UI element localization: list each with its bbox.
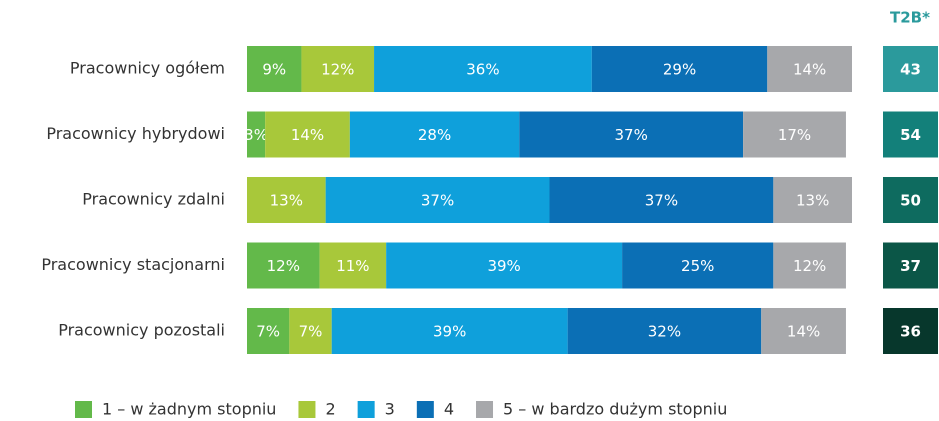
bar-segment <box>761 308 846 354</box>
legend-label: 3 <box>385 400 395 419</box>
bar-segment <box>247 177 326 223</box>
bar-segment <box>331 308 568 354</box>
bar-segment <box>265 111 350 158</box>
t2b-box <box>883 111 938 158</box>
data-label: 36% <box>466 61 499 79</box>
t2b-title: T2B* <box>890 9 930 27</box>
t2b-value: 43 <box>900 61 921 79</box>
bar-segment <box>349 111 520 158</box>
legend-swatch <box>416 401 434 418</box>
data-label: 17% <box>778 126 811 144</box>
category-label: Pracownicy ogółem <box>70 59 225 78</box>
data-label: 37% <box>645 192 678 210</box>
data-label: 11% <box>336 257 369 275</box>
data-label: 29% <box>663 61 696 79</box>
bar-segment <box>773 177 852 223</box>
data-label: 12% <box>321 61 354 79</box>
bar-segment <box>247 111 266 158</box>
legend-swatch <box>75 401 92 418</box>
t2b-value: 50 <box>900 192 921 210</box>
t2b-value: 37 <box>900 257 921 275</box>
legend-label: 5 – w bardzo dużym stopniu <box>503 400 727 419</box>
legend-label: 2 <box>325 400 335 419</box>
data-label: 37% <box>615 126 648 144</box>
bar-segment <box>743 111 846 158</box>
bar-segment <box>247 46 302 92</box>
category-label: Pracownicy stacjonarni <box>41 255 225 274</box>
data-label: 28% <box>418 126 451 144</box>
t2b-value: 36 <box>900 323 921 341</box>
t2b-box <box>883 46 938 92</box>
t2b-box <box>883 177 938 223</box>
t2b-value: 54 <box>900 126 921 144</box>
bar-segment <box>767 46 852 92</box>
bar-segment <box>386 242 623 289</box>
data-label: 12% <box>793 257 826 275</box>
bar-segment <box>567 308 762 354</box>
t2b-box <box>883 308 938 354</box>
bar-segment <box>301 46 375 92</box>
bar-segment <box>773 242 846 289</box>
t2b-box <box>883 242 938 289</box>
bar-segment <box>591 46 768 92</box>
legend-swatch <box>357 401 375 418</box>
data-label: 13% <box>796 192 829 210</box>
bar-segment <box>319 242 387 289</box>
data-label: 39% <box>487 257 520 275</box>
data-label: 7% <box>256 323 280 341</box>
category-label: Pracownicy hybrydowi <box>46 124 225 143</box>
bar-segment <box>622 242 774 289</box>
legend-label: 4 <box>444 400 454 419</box>
data-label: 3% <box>244 126 268 144</box>
bar-segment <box>247 308 290 354</box>
bar-segment <box>549 177 774 223</box>
data-label: 14% <box>793 61 826 79</box>
legend-swatch <box>476 401 494 418</box>
bar-segment <box>289 308 332 354</box>
data-label: 37% <box>421 192 454 210</box>
data-label: 14% <box>291 126 324 144</box>
legend-label: 1 – w żadnym stopniu <box>102 400 276 419</box>
data-label: 14% <box>787 323 820 341</box>
data-label: 32% <box>648 323 681 341</box>
category-label: Pracownicy pozostali <box>58 321 225 340</box>
data-label: 13% <box>270 192 303 210</box>
bar-segment <box>374 46 592 92</box>
data-label: 39% <box>433 323 466 341</box>
bar-segment <box>325 177 550 223</box>
data-label: 25% <box>681 257 714 275</box>
data-label: 9% <box>262 61 286 79</box>
legend-swatch <box>298 401 316 418</box>
bar-segment <box>247 242 320 289</box>
data-label: 12% <box>267 257 300 275</box>
bar-segment <box>519 111 744 158</box>
category-label: Pracownicy zdalni <box>82 190 225 209</box>
data-label: 7% <box>299 323 323 341</box>
